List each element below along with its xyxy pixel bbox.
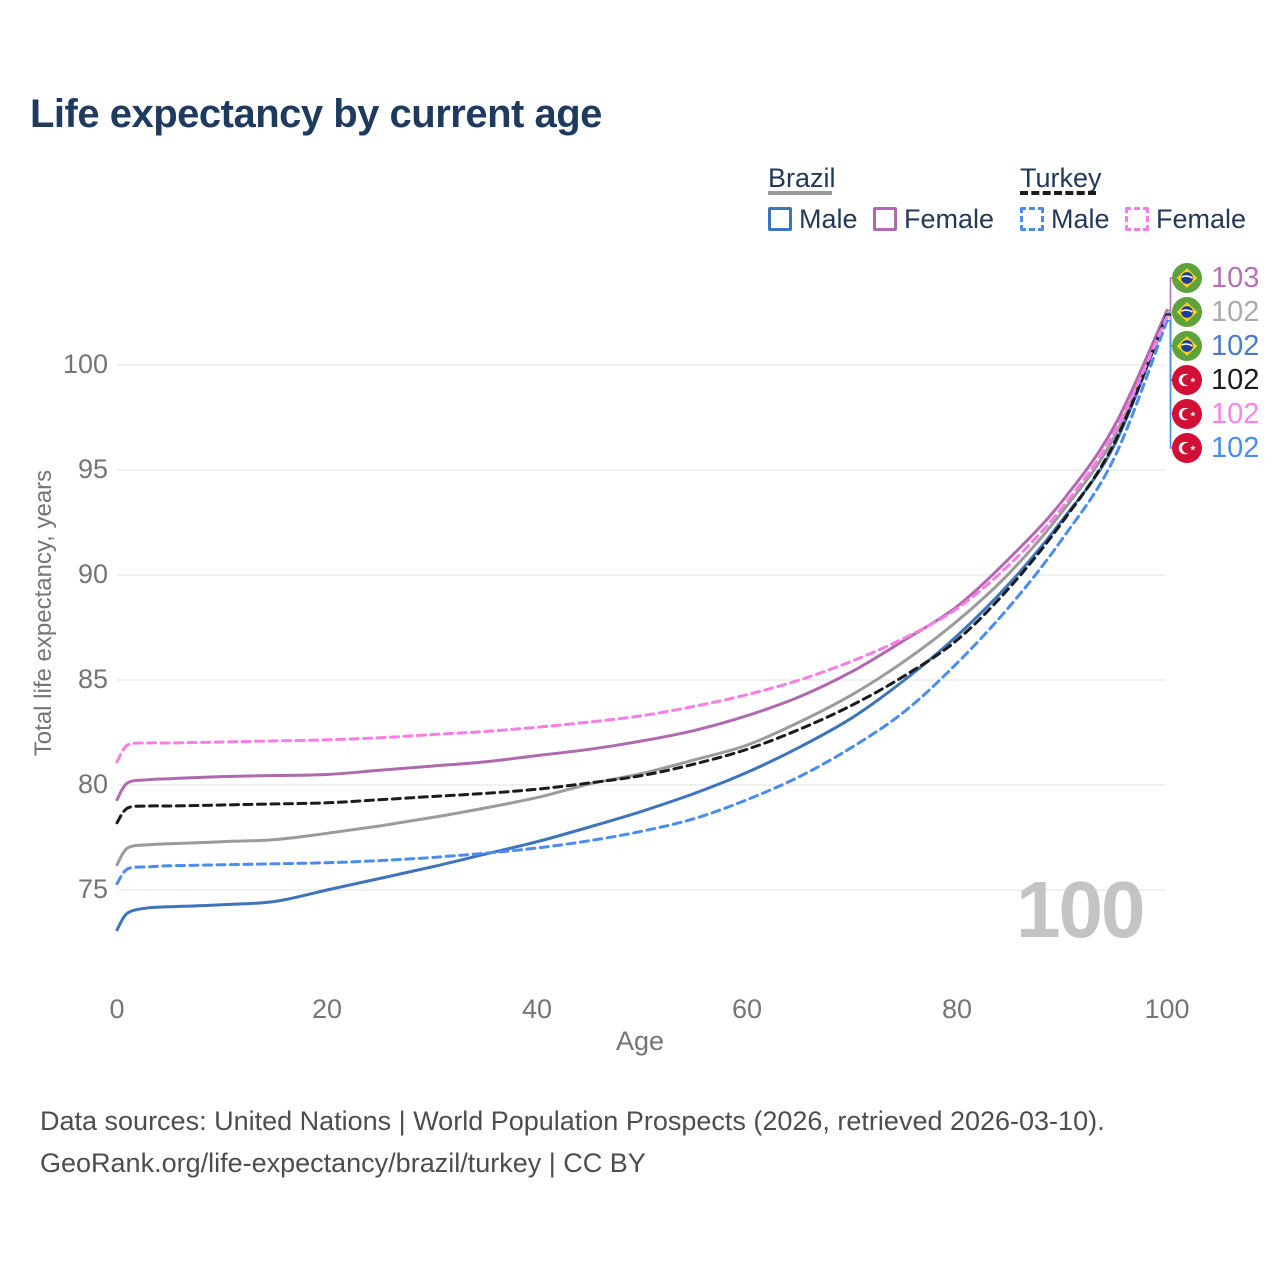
x-tick-label-100: 100	[1144, 994, 1190, 1024]
legend-item-turkey-male[interactable]: Male	[1020, 203, 1110, 234]
legend-item-label: Female	[1156, 203, 1247, 234]
legend-item-turkey-female[interactable]: Female	[1125, 203, 1247, 234]
x-tick-label-40: 40	[521, 994, 553, 1024]
series-line-brazil-male[interactable]	[115, 312, 1169, 932]
end-label-turkey-male: 102	[1172, 432, 1259, 464]
legend-item-brazil-male[interactable]: Male	[768, 203, 858, 234]
x-tick-label-80: 80	[941, 994, 973, 1024]
y-tick-label-90: 90	[77, 559, 108, 589]
x-axis-title: Age	[615, 1026, 665, 1056]
turkey-flag-icon	[1172, 433, 1202, 463]
turkey-flag-icon	[1172, 365, 1202, 395]
end-label-value: 102	[1211, 330, 1260, 362]
y-tick-label-95: 95	[77, 454, 108, 484]
x-tick-label-60: 60	[731, 994, 763, 1024]
current-age-watermark: 100	[1016, 865, 1145, 954]
y-tick-label-85: 85	[77, 664, 108, 694]
brazil-flag-icon	[1172, 263, 1202, 293]
legend-group-turkey[interactable]: Turkey	[1020, 163, 1102, 193]
footer-attribution: GeoRank.org/life-expectancy/brazil/turke…	[40, 1148, 646, 1178]
turkey-flag-icon	[1172, 399, 1202, 429]
legend-item-label: Female	[904, 203, 995, 234]
series-line-turkey-female[interactable]	[115, 315, 1169, 764]
end-label-value: 102	[1211, 432, 1260, 464]
legend-item-label: Male	[1051, 203, 1110, 234]
end-label-value: 103	[1211, 262, 1260, 294]
end-label-value: 102	[1211, 296, 1260, 328]
turkey-male-swatch-icon	[1020, 207, 1044, 231]
legend-group-brazil[interactable]: Brazil	[768, 163, 836, 193]
footer-data-sources: Data sources: United Nations | World Pop…	[40, 1106, 1105, 1136]
brazil-flag-icon	[1172, 297, 1202, 327]
y-tick-label-75: 75	[77, 874, 108, 904]
turkey-female-swatch-icon	[1125, 207, 1149, 231]
end-label-brazil-male: 102	[1172, 330, 1259, 362]
end-label-value: 102	[1211, 398, 1260, 430]
x-tick-label-20: 20	[311, 994, 343, 1024]
series-line-brazil-female[interactable]	[115, 308, 1169, 802]
series-line-turkey-male[interactable]	[115, 319, 1169, 886]
y-tick-label-100: 100	[62, 349, 108, 379]
end-label-brazil-female: 103	[1172, 262, 1259, 294]
brazil-female-swatch-icon	[873, 207, 897, 231]
legend-item-brazil-female[interactable]: Female	[873, 203, 995, 234]
legend-turkey-line-swatch	[1020, 191, 1096, 195]
end-label-brazil-total: 102	[1172, 296, 1259, 328]
series-line-turkey-total[interactable]	[115, 313, 1169, 825]
x-tick-label-0: 0	[109, 994, 125, 1024]
brazil-male-swatch-icon	[768, 207, 792, 231]
legend-item-label: Male	[799, 203, 858, 234]
end-label-value: 102	[1211, 364, 1260, 396]
legend-brazil-line-swatch	[768, 191, 832, 195]
end-label-turkey-female: 102	[1172, 398, 1259, 430]
brazil-flag-icon	[1172, 331, 1202, 361]
page-title: Life expectancy by current age	[30, 92, 602, 136]
y-tick-label-80: 80	[77, 769, 108, 799]
end-label-turkey-total: 102	[1172, 364, 1259, 396]
